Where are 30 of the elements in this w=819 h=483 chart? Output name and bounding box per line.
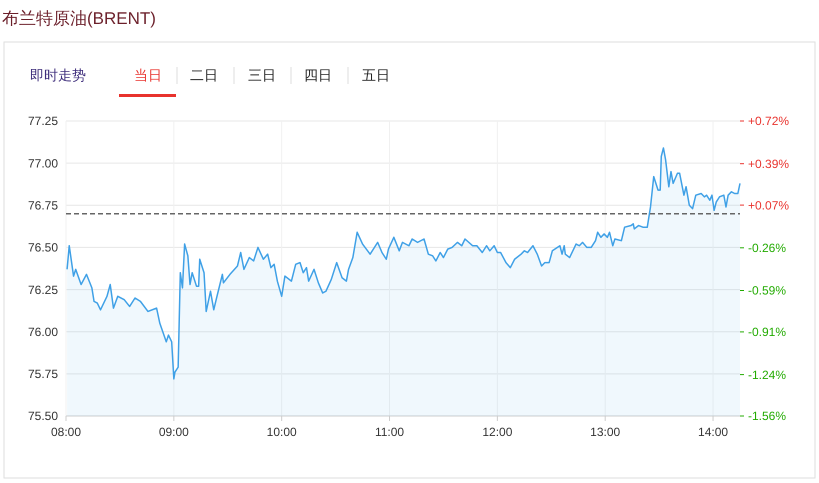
y-tick-label: 76.00 [28, 324, 58, 339]
x-tick-label: 10:00 [266, 425, 298, 439]
text: 五日 [362, 67, 390, 83]
text: 三日 [248, 67, 276, 83]
y-tick-label: 76.75 [28, 198, 58, 212]
y2-tick-label: -0.26% [748, 241, 786, 255]
y2-tick-label: +0.39% [748, 156, 790, 171]
y2-tick-label: +0.07% [748, 198, 790, 212]
y-tick-label: 76.25 [28, 282, 58, 297]
x-tick-label: 08:00 [50, 425, 82, 439]
x-tick-label: 11:00 [374, 425, 404, 439]
y-tick-label: 75.75 [28, 367, 58, 382]
text: 四日 [304, 67, 332, 83]
y2-tick-label: -0.59% [748, 284, 786, 298]
text: 即时走势 [30, 67, 86, 83]
text: 二日 [190, 67, 218, 83]
chart-title: 布兰特原油(BRENT) [2, 9, 156, 28]
x-tick-label: 13:00 [590, 425, 621, 439]
y2-tick-label: -0.91% [748, 325, 786, 340]
y2-tick-label: -1.24% [748, 368, 786, 382]
y-tick-label: 76.50 [28, 240, 58, 255]
y-tick-label: 77.00 [28, 156, 58, 170]
x-tick-label: 09:00 [158, 425, 190, 439]
y-tick-label: 75.50 [28, 409, 58, 424]
y2-tick-label: +0.72% [748, 114, 790, 128]
y2-tick-label: -1.56% [748, 409, 786, 424]
x-tick-label: 12:00 [482, 425, 513, 439]
x-tick-label: 14:00 [698, 425, 728, 439]
text: 当日 [134, 67, 162, 83]
y-tick-label: 77.25 [28, 114, 58, 128]
